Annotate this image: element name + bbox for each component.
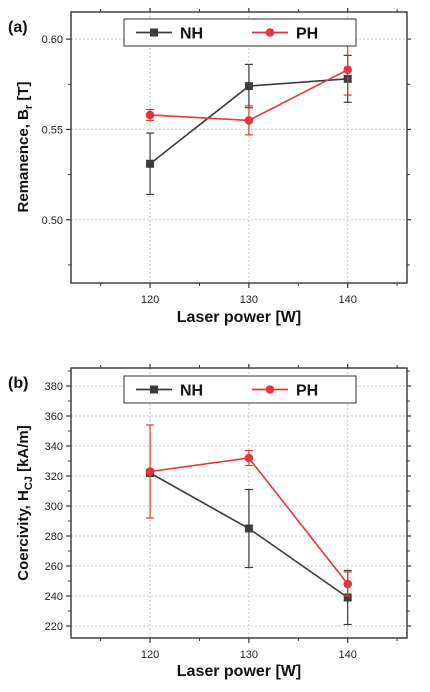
y-axis-label-main: Coercivity, H [15,490,32,581]
y-tick-label: 340 [45,441,63,453]
y-tick-label: 280 [45,531,63,543]
panel-label: (b) [8,375,28,392]
x-tick-label: 120 [141,294,159,306]
legend-label-ph: PH [296,26,318,43]
x-tick-label: 130 [240,294,258,306]
data-point-nh [146,159,155,168]
legend-marker-nh [150,28,158,37]
plot-frame [70,367,408,639]
chart-panel-b: 120 130 140 220 240 260 280 300 320 340 360 380 Lase… [8,364,411,680]
y-axis-label-unit: [kA/m] [15,425,32,476]
panel-label: (a) [8,19,28,36]
x-axis-label: Laser power [W] [177,663,301,680]
x-tick-label: 140 [339,294,357,306]
x-tick-label: 140 [339,649,357,661]
legend-marker-nh [150,385,158,394]
data-point-nh [244,82,253,91]
y-tick-label: 0.50 [42,215,63,227]
y-tick-label: 300 [45,501,63,513]
data-point-ph [343,65,353,75]
y-tick-label: 220 [45,621,63,633]
y-tick-label: 0.60 [42,34,63,46]
y-axis-label: Remanence, Br [T] [15,82,35,213]
data-point-nh [244,524,253,533]
x-tick-label: 130 [240,649,258,661]
y-tick-label: 240 [45,591,63,603]
chart-panel-a: 120 130 140 0.50 0.55 0.60 Laser power [W] Rema… [8,8,411,326]
legend-label-nh: NH [180,383,203,400]
data-point-nh [343,593,352,602]
data-point-ph [145,110,155,120]
y-tick-label: 360 [45,411,63,423]
y-tick-label: 260 [45,561,63,573]
data-point-ph [343,579,353,589]
plot-frame [70,11,408,284]
y-tick-label: 380 [45,381,63,393]
y-tick-label: 0.55 [42,124,63,136]
y-axis-label-subscript: CJ [23,476,35,490]
y-tick-label: 320 [45,471,63,483]
legend-marker-ph [265,28,275,37]
y-axis-label-subscript: r [23,104,35,109]
x-tick-label: 120 [141,649,159,661]
data-point-ph [145,467,155,476]
legend-label-ph: PH [296,383,318,400]
legend-label-nh: NH [180,26,203,43]
x-axis-label: Laser power [W] [177,309,301,326]
data-point-ph [244,116,254,125]
y-axis-label-unit: [T] [15,82,32,105]
y-axis-label: Coercivity, HCJ [kA/m] [15,425,35,581]
data-point-ph [244,453,254,463]
y-axis-label-main: Remanence, B [15,109,32,213]
legend-marker-ph [265,385,275,394]
